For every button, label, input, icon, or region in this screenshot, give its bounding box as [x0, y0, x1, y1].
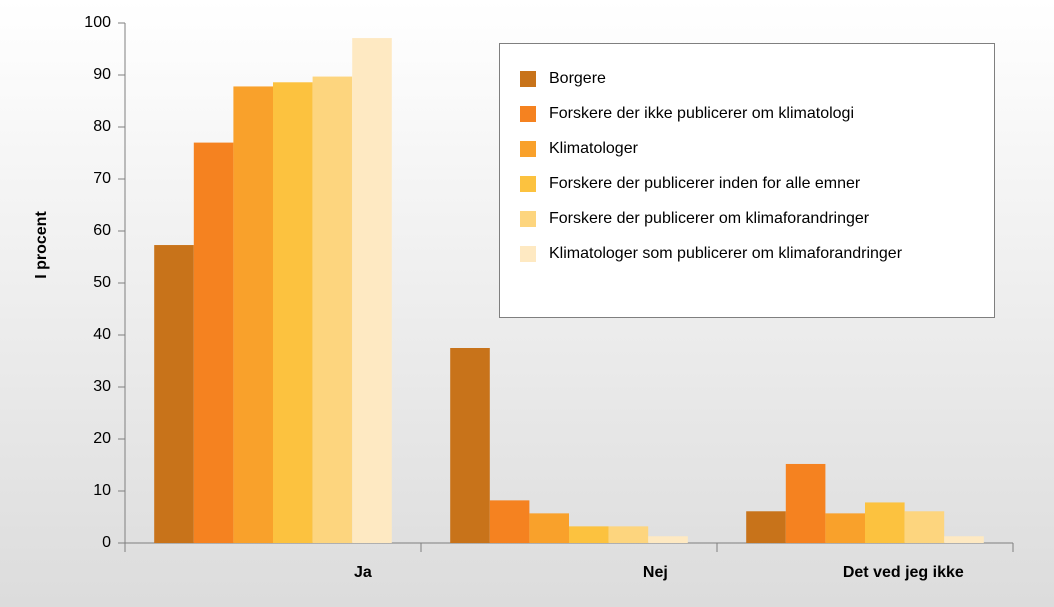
legend-swatch — [520, 71, 536, 87]
y-tick-label: 30 — [93, 378, 111, 395]
legend-swatch — [520, 141, 536, 157]
y-tick-label: 70 — [93, 170, 111, 187]
legend-entry: Klimatologer som publicerer om klimafora… — [520, 236, 994, 271]
bar — [450, 348, 490, 543]
legend-swatch — [520, 246, 536, 262]
legend-entry: Forskere der ikke publicerer om klimatol… — [520, 96, 994, 131]
y-tick-label: 100 — [84, 14, 111, 31]
bar — [865, 502, 905, 543]
bar — [489, 500, 530, 543]
y-tick-label: 10 — [93, 482, 111, 499]
bar — [193, 142, 234, 543]
x-tick-label: Nej — [643, 564, 668, 581]
legend-entry: Forskere der publicerer inden for alle e… — [520, 166, 994, 201]
legend: Borgere Forskere der ikke publicerer om k… — [499, 43, 995, 318]
bar — [785, 463, 826, 543]
bar — [529, 513, 569, 543]
legend-label: Forskere der publicerer inden for alle e… — [549, 175, 861, 192]
y-tick-label: 40 — [93, 326, 111, 343]
bar — [648, 536, 688, 543]
legend-entry: Klimatologer — [520, 131, 994, 166]
bar — [352, 38, 392, 543]
bar — [904, 511, 945, 543]
bar — [154, 245, 194, 544]
bar — [608, 526, 649, 543]
legend-label: Klimatologer som publicerer om klimafora… — [549, 245, 903, 262]
bar — [569, 526, 609, 543]
y-tick-label: 50 — [93, 274, 111, 291]
legend-entry: Borgere — [520, 61, 994, 96]
bar — [273, 82, 313, 543]
x-tick-label: Ja — [354, 564, 372, 581]
legend-entry: Forskere der publicerer om klimaforandri… — [520, 201, 994, 236]
bar — [944, 536, 984, 543]
y-tick-label: 0 — [102, 534, 111, 551]
y-axis-label: I procent — [33, 211, 50, 279]
x-tick-label: Det ved jeg ikke — [843, 564, 964, 581]
y-tick-label: 80 — [93, 118, 111, 135]
legend-label: Forskere der publicerer om klimaforandri… — [549, 210, 870, 227]
y-tick-label: 90 — [93, 66, 111, 83]
legend-label: Borgere — [549, 70, 606, 87]
y-tick-label: 20 — [93, 430, 111, 447]
legend-swatch — [520, 211, 536, 227]
legend-label: Klimatologer — [549, 140, 638, 157]
y-tick-label: 60 — [93, 222, 111, 239]
bar — [233, 86, 273, 543]
bar — [825, 513, 865, 543]
legend-swatch — [520, 106, 536, 122]
bar — [312, 76, 353, 543]
bar — [746, 511, 786, 543]
legend-label: Forskere der ikke publicerer om klimatol… — [549, 105, 854, 122]
legend-swatch — [520, 176, 536, 192]
